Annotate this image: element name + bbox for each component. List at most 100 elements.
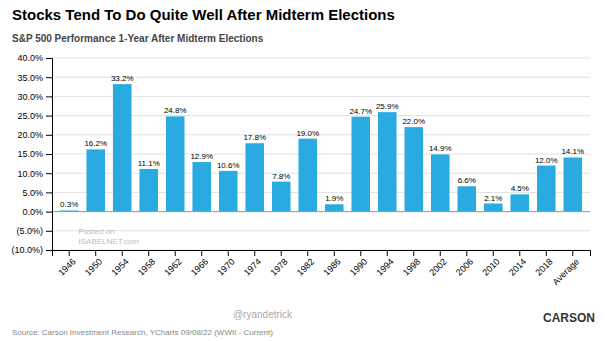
x-tick-mark bbox=[281, 250, 282, 256]
x-tick: 1990 bbox=[348, 250, 369, 278]
grid-line bbox=[52, 58, 590, 59]
y-tick-label: 20.0% bbox=[17, 130, 43, 140]
x-tick-mark bbox=[413, 250, 414, 256]
y-tick-mark bbox=[46, 154, 52, 155]
grid-line bbox=[52, 154, 590, 155]
x-tick-label: 2002 bbox=[427, 256, 448, 277]
x-tick-mark bbox=[334, 250, 335, 256]
x-tick: 1962 bbox=[162, 250, 183, 278]
x-tick: 2014 bbox=[507, 250, 528, 278]
x-tick-label: 1986 bbox=[321, 256, 342, 277]
x-tick-label: 1962 bbox=[162, 256, 183, 277]
brand: CARSON bbox=[543, 311, 595, 325]
y-tick-mark bbox=[46, 250, 52, 251]
x-tick-mark bbox=[69, 250, 70, 256]
title: Stocks Tend To Do Quite Well After Midte… bbox=[12, 6, 395, 23]
y-tick-label: 0.0% bbox=[22, 207, 43, 217]
bar bbox=[113, 84, 132, 211]
y-tick: 5.0% bbox=[22, 188, 52, 198]
bar bbox=[86, 149, 105, 211]
y-tick-label: 15.0% bbox=[17, 149, 43, 159]
y-tick-mark bbox=[46, 58, 52, 59]
x-tick-mark bbox=[175, 250, 176, 256]
x-tick-label: 1974 bbox=[242, 256, 263, 277]
bar bbox=[351, 117, 370, 212]
x-tick: 1998 bbox=[401, 250, 422, 278]
x-tick-label: 1946 bbox=[56, 256, 77, 277]
bar bbox=[537, 166, 556, 212]
y-tick: 30.0% bbox=[17, 92, 52, 102]
y-tick-mark bbox=[46, 212, 52, 213]
x-tick-label: 2010 bbox=[480, 256, 501, 277]
data-label: 14.1% bbox=[561, 147, 584, 156]
data-label: 25.9% bbox=[376, 102, 399, 111]
x-tick: 1986 bbox=[321, 250, 342, 278]
data-labels: 0.3%16.2%33.2%11.1%24.8%12.9%10.6%17.8%7… bbox=[60, 74, 584, 209]
x-tick-label: 1978 bbox=[268, 256, 289, 277]
x-tick: 1958 bbox=[136, 250, 157, 278]
y-tick-label: (10.0%) bbox=[11, 245, 43, 255]
bar bbox=[166, 116, 185, 211]
y-tick: 0.0% bbox=[22, 207, 52, 217]
data-label: 24.7% bbox=[349, 107, 372, 116]
watermark: Posted on bbox=[79, 227, 115, 236]
x-tick-mark bbox=[360, 250, 361, 256]
y-tick-label: 5.0% bbox=[22, 188, 43, 198]
y-tick: 40.0% bbox=[17, 53, 52, 63]
y-tick-label: (5.0%) bbox=[16, 226, 43, 236]
bars bbox=[60, 84, 582, 211]
bar bbox=[484, 204, 503, 212]
x-tick-mark bbox=[440, 250, 441, 256]
x-tick-mark bbox=[466, 250, 467, 256]
x-tick-label: 1958 bbox=[136, 256, 157, 277]
data-label: 33.2% bbox=[111, 74, 134, 83]
y-tick: 20.0% bbox=[17, 130, 52, 140]
x-tick-mark bbox=[254, 250, 255, 256]
x-tick-label: 1950 bbox=[83, 256, 104, 277]
x-tick-label: 1990 bbox=[348, 256, 369, 277]
x-tick-mark bbox=[307, 250, 308, 256]
plot: 0.3%16.2%33.2%11.1%24.8%12.9%10.6%17.8%7… bbox=[11, 53, 590, 287]
y-tick: 35.0% bbox=[17, 73, 52, 83]
y-tick-mark bbox=[46, 135, 52, 136]
y-tick-label: 30.0% bbox=[17, 92, 43, 102]
bar bbox=[563, 157, 582, 211]
x-tick: 1954 bbox=[109, 250, 130, 278]
y-tick: (10.0%) bbox=[11, 245, 52, 255]
y-tick: (5.0%) bbox=[16, 226, 52, 236]
data-label: 6.6% bbox=[458, 176, 476, 185]
y-tick-label: 35.0% bbox=[17, 73, 43, 83]
x-tick: 1970 bbox=[215, 250, 236, 278]
x-tick-label: 1998 bbox=[401, 256, 422, 277]
bar bbox=[431, 154, 450, 211]
bar bbox=[272, 182, 291, 212]
data-label: 11.1% bbox=[138, 159, 160, 168]
y-tick-label: 25.0% bbox=[17, 111, 43, 121]
data-label: 12.0% bbox=[535, 156, 558, 165]
y-tick: 25.0% bbox=[17, 111, 52, 121]
x-tick-label: 1982 bbox=[295, 256, 316, 277]
x-axis: 1946195019541958196219661970197419781982… bbox=[53, 250, 591, 287]
bar bbox=[139, 169, 158, 212]
data-label: 10.6% bbox=[217, 161, 240, 170]
data-label: 19.0% bbox=[296, 129, 319, 138]
x-tick: 2006 bbox=[454, 250, 475, 278]
x-tick: 1974 bbox=[242, 250, 263, 278]
x-tick: 1982 bbox=[295, 250, 316, 278]
y-tick: 10.0% bbox=[17, 169, 52, 179]
grid-line bbox=[52, 173, 590, 174]
data-label: 2.1% bbox=[484, 194, 502, 203]
y-tick-label: 40.0% bbox=[17, 53, 43, 63]
bar bbox=[378, 112, 397, 211]
x-tick-label: 1970 bbox=[215, 256, 236, 277]
x-tick-mark bbox=[519, 250, 520, 256]
bar bbox=[404, 127, 423, 211]
x-tick-label: 2014 bbox=[507, 256, 528, 277]
data-label: 17.8% bbox=[243, 133, 266, 142]
y-axis-line bbox=[46, 59, 53, 251]
y-axis: (10.0%) (5.0%) 0.0% 5.0% 10.0% 15.0% 20.0% 25.0… bbox=[11, 53, 52, 255]
twitter-handle: @ryandetrick bbox=[233, 309, 293, 320]
x-tick: 1946 bbox=[56, 250, 77, 278]
x-tick: 1950 bbox=[83, 250, 104, 278]
y-tick-mark bbox=[46, 173, 52, 174]
